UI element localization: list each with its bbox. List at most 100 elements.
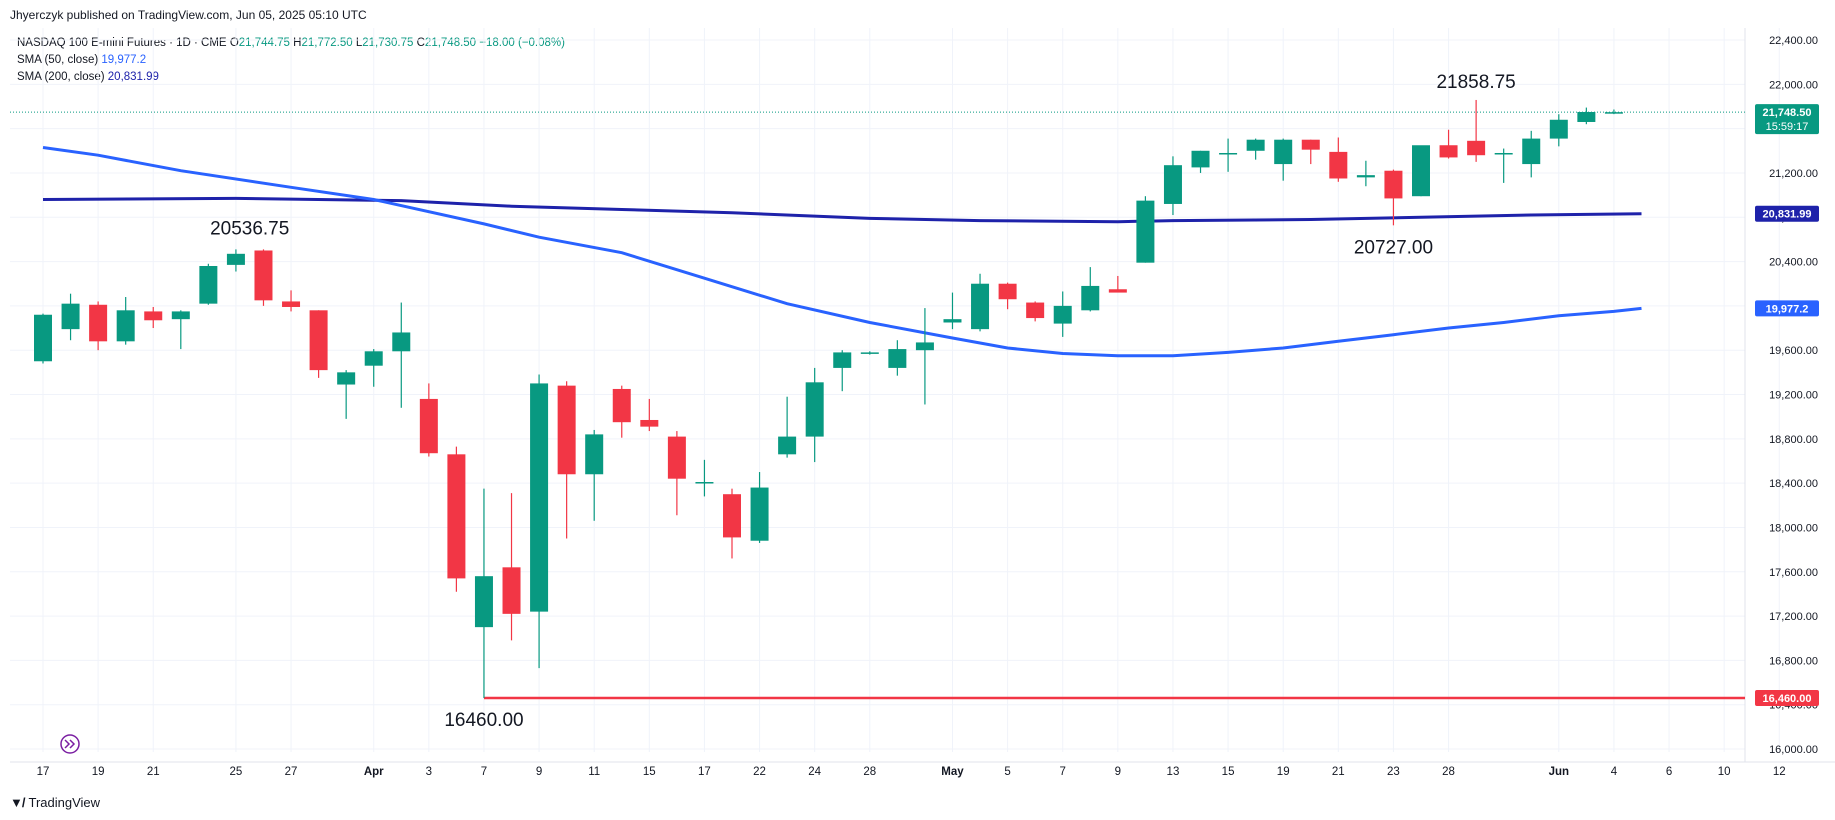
candle[interactable] [1136, 196, 1155, 263]
x-tick-label: 7 [1060, 766, 1066, 778]
candle[interactable] [1026, 301, 1045, 322]
legend-sma50-row[interactable]: SMA (50, close) 19,977.2 [17, 52, 565, 69]
candlestick-chart[interactable]: 16,000.0016,400.0016,800.0017,200.0017,6… [0, 0, 1835, 790]
candle-body [116, 310, 135, 342]
candle[interactable] [723, 488, 741, 559]
candle[interactable] [1301, 139, 1320, 165]
candle[interactable] [1246, 138, 1265, 160]
candle[interactable] [1604, 109, 1623, 115]
x-tick-label: 28 [863, 766, 876, 778]
candle-body [998, 283, 1017, 300]
x-tick-label: 11 [588, 766, 600, 778]
candle[interactable] [1356, 160, 1375, 187]
candle[interactable] [116, 297, 135, 345]
candle[interactable] [392, 302, 411, 408]
candle[interactable] [750, 472, 769, 543]
candle[interactable] [915, 308, 934, 405]
candle[interactable] [1384, 169, 1403, 226]
candle-body [1412, 145, 1430, 197]
tradingview-brand[interactable]: ▼/ TradingView [10, 795, 100, 810]
candle[interactable] [833, 350, 852, 392]
candle[interactable] [282, 290, 301, 312]
candle[interactable] [1191, 150, 1210, 173]
candle-body [1136, 200, 1155, 263]
sma50-line[interactable] [42, 146, 1642, 358]
candle[interactable] [805, 367, 824, 463]
sma-layer [42, 146, 1642, 358]
candle[interactable] [1329, 137, 1348, 182]
go-to-realtime-button[interactable] [60, 734, 80, 754]
x-tick-label: 3 [426, 766, 432, 778]
candle[interactable] [888, 340, 907, 376]
candle-body [1604, 112, 1623, 114]
candle[interactable] [998, 282, 1017, 310]
candle[interactable] [971, 273, 990, 332]
candle[interactable] [1163, 156, 1182, 216]
legend-sma200-row[interactable]: SMA (200, close) 20,831.99 [17, 69, 565, 86]
candle[interactable] [695, 459, 714, 497]
candle[interactable] [1053, 291, 1072, 337]
candle[interactable] [474, 488, 493, 699]
candle[interactable] [530, 374, 549, 669]
candle-body [1026, 302, 1045, 319]
candle[interactable] [447, 446, 466, 592]
candle[interactable] [1412, 145, 1430, 197]
candle-body [695, 482, 714, 484]
candle[interactable] [943, 292, 962, 330]
candle[interactable] [778, 396, 797, 458]
candle[interactable] [1577, 107, 1596, 125]
y-tick-label: 17,200.00 [1769, 611, 1818, 623]
candle[interactable] [612, 385, 631, 438]
candle[interactable] [1494, 148, 1513, 183]
price-tag: 20,831.99 [1755, 205, 1819, 222]
candle[interactable] [502, 493, 521, 641]
candle-body [199, 265, 218, 304]
candle-body [1384, 170, 1403, 199]
candle[interactable] [1439, 129, 1458, 159]
candle[interactable] [254, 249, 273, 306]
candle[interactable] [585, 429, 604, 521]
candle[interactable] [364, 349, 383, 387]
candle[interactable] [1108, 275, 1127, 293]
legend-sma50-label: SMA (50, close) [17, 54, 99, 66]
candle-body [1356, 175, 1375, 178]
candle[interactable] [1522, 130, 1541, 178]
x-tick-label: 9 [1115, 766, 1121, 778]
legend-sma50-value: 19,977.2 [101, 54, 147, 66]
candle-body [1467, 140, 1486, 156]
candle[interactable] [557, 381, 576, 539]
candle[interactable] [171, 310, 190, 350]
candle-body [557, 385, 576, 475]
price-tag-countdown: 15:59:17 [1766, 121, 1809, 133]
candle-body [1329, 151, 1348, 179]
candle[interactable] [1274, 138, 1293, 181]
candle[interactable] [34, 313, 52, 364]
candle[interactable] [144, 306, 163, 329]
price-tag-bg [1755, 205, 1819, 222]
x-tick-label: 24 [808, 766, 821, 778]
legend-h-label: H [293, 37, 302, 49]
candle[interactable] [860, 351, 879, 355]
sma200-line[interactable] [42, 196, 1642, 224]
candle[interactable] [226, 249, 245, 272]
candle[interactable] [1549, 114, 1568, 147]
candle[interactable] [419, 383, 438, 457]
candle-body [144, 311, 163, 321]
candle[interactable] [1467, 99, 1486, 162]
candle-body [282, 301, 301, 307]
candle[interactable] [199, 263, 218, 305]
candle[interactable] [61, 293, 80, 341]
candle-body [1274, 139, 1293, 165]
candle[interactable] [667, 431, 686, 516]
candle[interactable] [1219, 138, 1238, 172]
candle[interactable] [89, 301, 108, 351]
price-annotation: 20536.75 [210, 218, 289, 239]
candle-body [1053, 305, 1072, 324]
price-tags-layer: 21,748.50 15:59:17 20,831.99 19,977.2 16,460… [1755, 104, 1819, 707]
candle[interactable] [337, 370, 356, 419]
candle[interactable] [1081, 267, 1100, 312]
candle-body [860, 352, 879, 354]
candle[interactable] [309, 310, 328, 378]
candle[interactable] [640, 398, 659, 432]
legend-sma200-label: SMA (200, close) [17, 71, 105, 83]
